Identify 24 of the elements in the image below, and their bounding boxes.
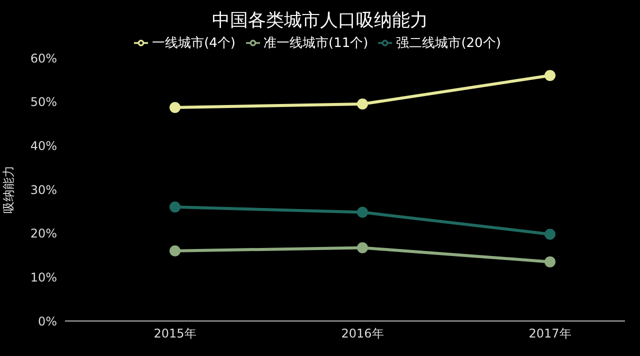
point: [544, 256, 556, 268]
legend-label: 一线城市(4个): [152, 36, 236, 51]
point: [170, 245, 180, 256]
x-tick-label: 2015年: [154, 326, 196, 341]
x-tick-label: 2016年: [341, 326, 384, 341]
point: [357, 242, 368, 254]
legend-label: 强二线城市(20个): [396, 36, 501, 51]
y-axis-title: 吸纳能力: [1, 166, 16, 214]
y-tick-label: 60%: [30, 51, 57, 66]
point: [544, 228, 556, 240]
point: [170, 102, 180, 114]
y-tick-label: 0%: [38, 314, 57, 328]
y-tick-label: 20%: [30, 226, 57, 241]
point: [170, 202, 180, 213]
legend-label: 准一线城市(11个): [264, 36, 368, 51]
point: [357, 98, 368, 110]
x-tick-label: 2017年: [528, 326, 572, 341]
chart-title: 中国各类城市人口吸纳能力: [211, 9, 429, 32]
y-tick-label: 10%: [30, 270, 57, 284]
point: [544, 70, 556, 82]
y-tick-label: 40%: [30, 138, 57, 153]
point: [357, 206, 368, 218]
y-tick-label: 50%: [30, 95, 57, 110]
y-tick-label: 30%: [30, 182, 57, 197]
